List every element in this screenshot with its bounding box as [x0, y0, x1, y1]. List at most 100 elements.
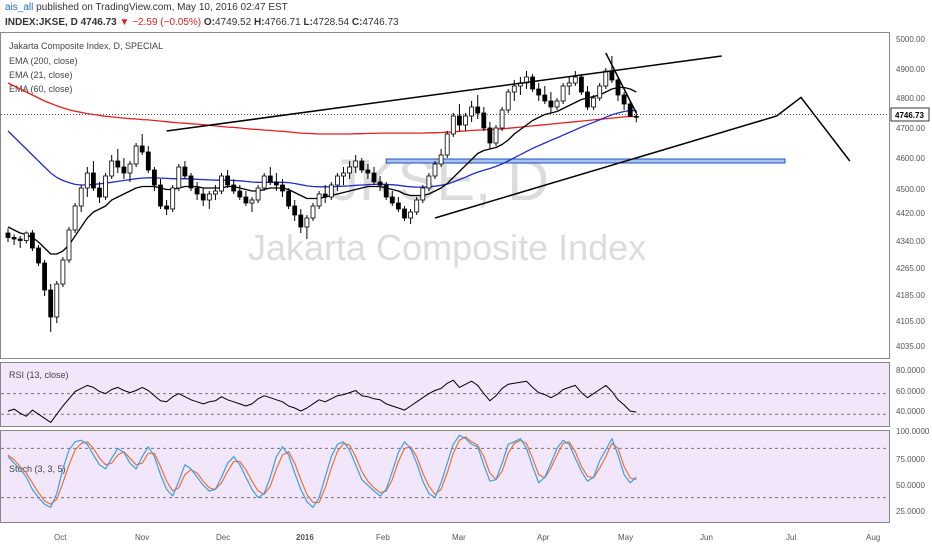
candle-body: [36, 247, 41, 264]
candle-body: [615, 79, 621, 96]
candle-body: [182, 166, 188, 177]
candle-body: [450, 115, 456, 135]
symbol-line: INDEX:JKSE, D 4746.73 ▼ −2.59 (−0.05%) O…: [5, 17, 399, 28]
candle-body: [408, 211, 414, 219]
y-tick-label: 4265.00: [896, 264, 925, 273]
candle-body: [511, 85, 517, 93]
stoch-y-tick: 100.0000: [896, 427, 930, 436]
legend-ema21: EMA (21, close): [9, 70, 73, 80]
drop-line: [605, 52, 637, 114]
candle-body: [219, 175, 224, 192]
x-axis: Oct Nov Dec 2016 Feb Mar Apr May Jun Jul…: [54, 533, 880, 542]
stoch-band: [1, 447, 889, 499]
x-tick-label: Aug: [866, 533, 880, 542]
candle-body: [200, 193, 206, 201]
y-tick-label: 4420.00: [896, 209, 925, 218]
x-tick-label: Jul: [786, 533, 796, 542]
y-tick-label: 4035.00: [896, 342, 925, 351]
trend-lines[interactable]: [166, 52, 851, 219]
candle-body: [133, 145, 139, 165]
rsi-title: RSI (13, close): [9, 370, 69, 380]
rsi-y-tick: 80.0000: [896, 366, 925, 375]
y-tick-label: 4185.00: [896, 291, 925, 300]
y-tick-label: 4500.00: [896, 185, 925, 194]
low-label: L:: [303, 17, 313, 28]
high-label: H:: [253, 17, 265, 28]
candle-body: [420, 187, 426, 201]
candle-body: [353, 160, 359, 168]
candle-body: [359, 160, 365, 171]
candle-body: [334, 175, 340, 186]
legend-ema60: EMA (60, close): [9, 84, 73, 94]
candle-body: [554, 100, 560, 108]
candle-body: [115, 160, 121, 168]
rsi-y-tick: 40.0000: [896, 407, 925, 416]
candle-body: [493, 127, 499, 144]
candle-body: [316, 193, 322, 207]
candle-body: [542, 94, 548, 102]
x-tick-label: May: [618, 533, 633, 542]
candle-body: [17, 238, 23, 241]
candle-body: [225, 175, 231, 186]
main-pane-frame: [0, 32, 890, 359]
candle-body: [78, 187, 84, 207]
horizontal-support-level[interactable]: [385, 158, 786, 164]
candle-body: [456, 115, 462, 126]
stoch-k-series: [7, 434, 637, 508]
candle-body: [591, 97, 596, 108]
ema200-line: [7, 82, 637, 135]
y-tick-label: 4900.00: [896, 65, 925, 74]
candle-body: [243, 196, 249, 204]
candle-body: [579, 76, 584, 93]
candle-body: [292, 205, 298, 216]
stoch-y-tick: 75.0000: [896, 455, 925, 464]
candle-body: [109, 160, 115, 177]
candle-body: [548, 100, 554, 108]
candle-body: [438, 154, 444, 165]
stoch-d-series: [7, 436, 637, 505]
candle-body: [627, 103, 633, 117]
y-tick-label: 4800.00: [896, 94, 925, 103]
candle-body: [426, 175, 432, 189]
candle-body: [194, 187, 200, 195]
down-arrow-icon: ▼: [119, 17, 130, 28]
candle-body: [481, 112, 487, 129]
candle-body: [395, 202, 401, 210]
price-change: −2.59 (−0.05%): [132, 17, 202, 28]
candle-body: [267, 175, 273, 183]
candle-body: [29, 232, 35, 249]
legend-ema200: EMA (200, close): [9, 56, 78, 66]
candle-body: [54, 283, 60, 318]
watermark-name: Jakarta Composite Index: [248, 227, 646, 268]
author-link[interactable]: ais_all: [5, 2, 34, 13]
candle-body: [42, 262, 47, 291]
candle-body: [609, 70, 615, 81]
y-tick-label: 4700.00: [896, 124, 925, 133]
channel-upper-line: [166, 55, 722, 132]
candle-body: [273, 181, 279, 186]
y-tick-label: 4105.00: [896, 317, 925, 326]
x-tick-label: Feb: [376, 533, 390, 542]
candle-body: [280, 184, 285, 192]
candle-body: [170, 187, 176, 210]
rsi-band: [1, 393, 889, 415]
open-label: O:: [203, 17, 216, 28]
candle-body: [127, 163, 133, 174]
low-value: 4728.54: [312, 17, 350, 28]
x-tick-label: Mar: [452, 533, 466, 542]
close-label: C:: [351, 17, 363, 28]
ticker: INDEX:JKSE, D: [5, 17, 78, 28]
candle-body: [560, 85, 566, 102]
candle-body: [304, 217, 310, 228]
close-value: 4746.73: [362, 17, 399, 28]
candle-body: [286, 190, 292, 207]
candle-body: [341, 172, 346, 177]
publish-line: ais_all published on TradingView.com, Ma…: [5, 2, 288, 13]
stoch-pane-frame: [0, 430, 890, 523]
x-tick-label: Dec: [216, 533, 230, 542]
candle-body: [158, 184, 163, 207]
candle-body: [530, 76, 535, 90]
ema21-line: [7, 86, 637, 255]
candle-body: [328, 184, 334, 198]
